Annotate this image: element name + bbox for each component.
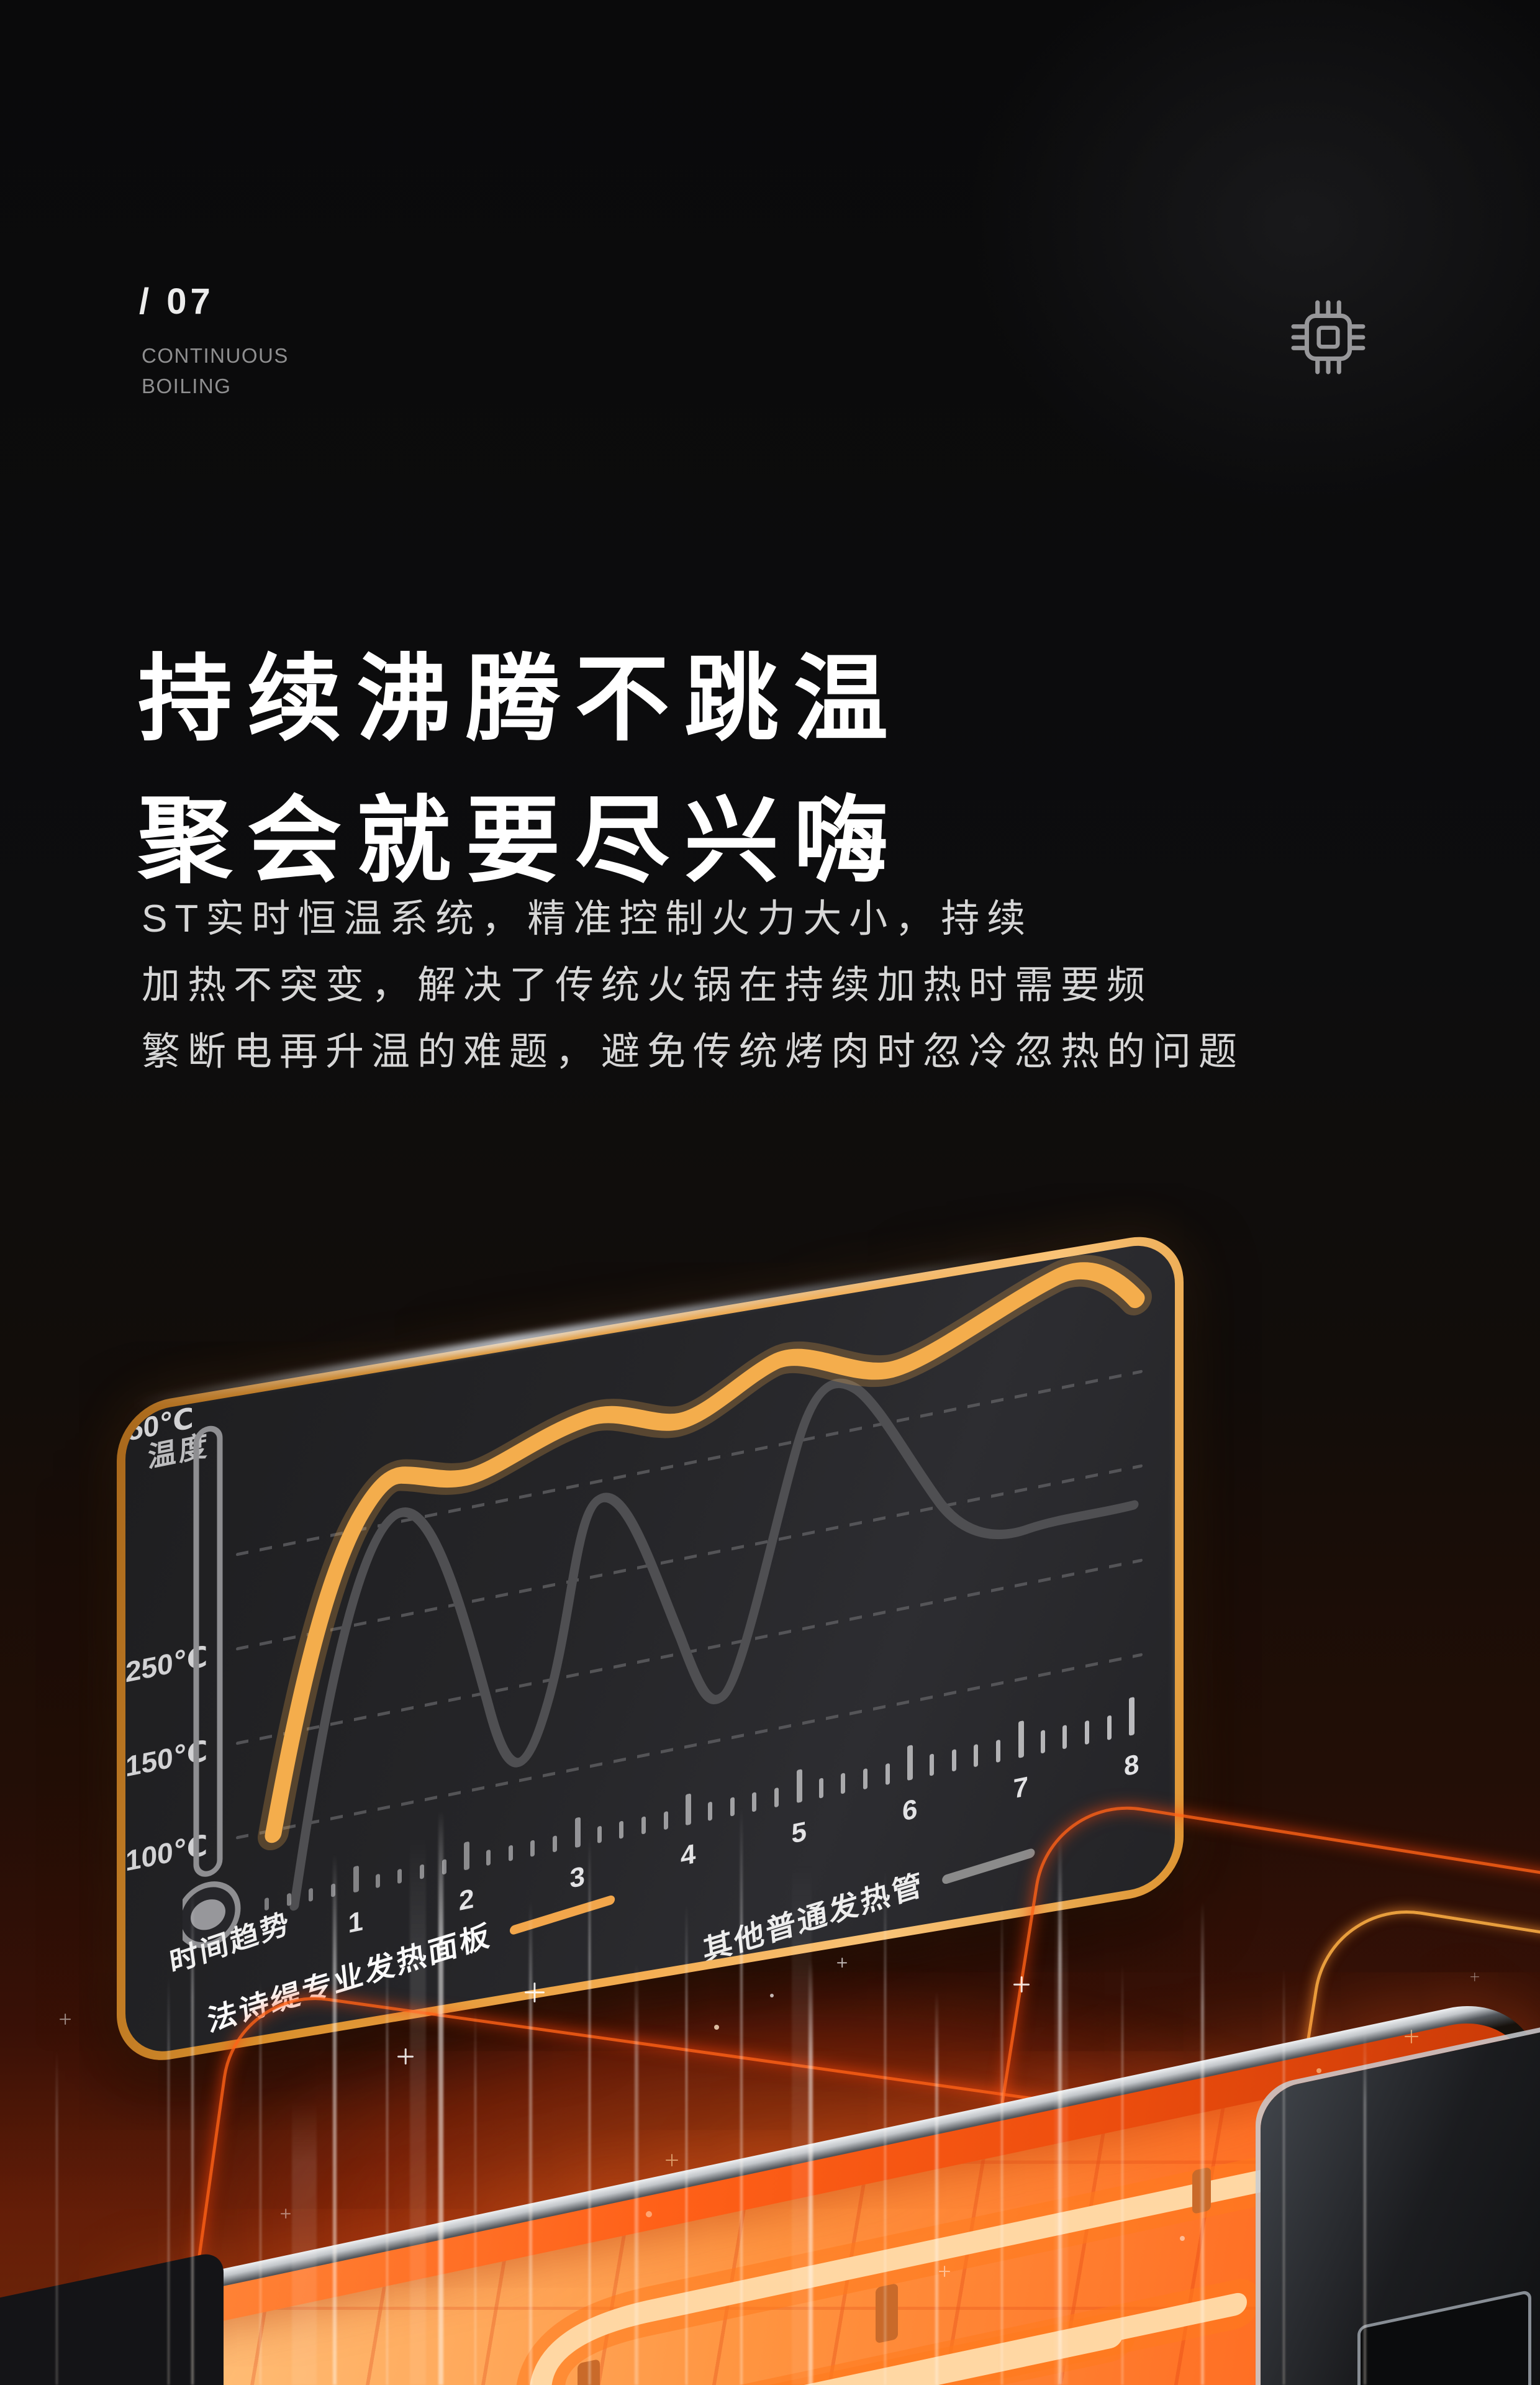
- ruler-tick-minor: [730, 1796, 735, 1817]
- temperature-chart-panel: 温度 250℃ 150℃ 100℃ 50℃: [117, 1229, 1184, 2068]
- ruler-tick-major: [907, 1745, 913, 1781]
- ruler-tick-minor: [619, 1820, 624, 1839]
- description: ST实时恒温系统，精准控制火力大小，持续 加热不突变，解决了传统火锅在持续加热时…: [142, 886, 1244, 1085]
- ruler-tick-major: [353, 1865, 359, 1893]
- ruler-tick-minor: [841, 1773, 846, 1794]
- ruler-tick-major: [1018, 1720, 1024, 1758]
- series-other-line: [289, 1378, 1139, 1911]
- ruler-tick-minor: [331, 1883, 336, 1897]
- ruler-tick-minor: [930, 1753, 934, 1776]
- desc-line2: 加热不突变，解决了传统火锅在持续加热时需要频: [142, 964, 1153, 1007]
- ruler-tick-minor: [375, 1873, 380, 1889]
- ruler-tick-minor: [309, 1888, 314, 1902]
- ruler-tick-major: [796, 1769, 802, 1804]
- ruler-tick-minor: [863, 1768, 867, 1790]
- cpu-chip-icon: [1290, 299, 1366, 375]
- ruler-tick-minor: [752, 1792, 757, 1812]
- eyebrow-text: CONTINUOUS BOILING: [142, 340, 289, 401]
- ruler-tick-minor: [974, 1743, 979, 1768]
- ruler-tick-minor: [951, 1748, 956, 1772]
- ruler-tick-major: [464, 1841, 470, 1871]
- series-pro-line: [265, 1262, 1145, 1843]
- ruler-tick-minor: [1107, 1715, 1112, 1740]
- ruler-tick-major: [574, 1817, 581, 1848]
- ruler-tick-minor: [553, 1835, 558, 1853]
- title-line2: 聚会就要尽兴嗨: [138, 788, 903, 894]
- ruler-tick-minor: [597, 1825, 602, 1844]
- chart-curves: [258, 1255, 1152, 1911]
- ruler-tick-minor: [885, 1763, 890, 1786]
- legend-other-swatch: [941, 1847, 1036, 1885]
- thermometer-icon: [175, 1417, 251, 1968]
- ruler-tick-major: [1129, 1696, 1135, 1736]
- ruler-tick-minor: [1084, 1720, 1089, 1745]
- chart-field: 温度 250℃ 150℃ 100℃ 50℃: [125, 1239, 1175, 2058]
- eyebrow-line2: BOILING: [142, 375, 232, 398]
- eyebrow-line1: CONTINUOUS: [142, 344, 289, 367]
- background-sheen: [745, 0, 1540, 745]
- ruler-tick-minor: [1062, 1724, 1067, 1750]
- ruler-tick-minor: [419, 1863, 424, 1879]
- ruler-tick-minor: [486, 1849, 491, 1866]
- desc-line1: ST实时恒温系统，精准控制火力大小，持续: [142, 897, 1033, 940]
- ruler-tick-minor: [442, 1859, 446, 1875]
- ruler-tick-minor: [530, 1840, 535, 1857]
- ruler-tick-minor: [996, 1739, 1001, 1763]
- ruler-tick-minor: [397, 1868, 402, 1884]
- ruler-tick-major: [686, 1792, 692, 1826]
- desc-line3: 繁断电再升温的难题，避免传统烤肉时忽冷忽热的问题: [142, 1030, 1245, 1073]
- page-index: / 07: [139, 281, 214, 322]
- ruler-tick-minor: [774, 1787, 779, 1808]
- ruler-tick-minor: [663, 1810, 668, 1830]
- ruler-tick-minor: [708, 1801, 712, 1821]
- page-title: 持续沸腾不跳温 聚会就要尽兴嗨: [138, 629, 903, 912]
- ruler-tick-minor: [508, 1845, 513, 1861]
- ruler-tick-minor: [818, 1777, 823, 1799]
- ruler-tick-minor: [1040, 1729, 1045, 1754]
- chart-canvas: 温度 250℃ 150℃ 100℃ 50℃: [125, 1238, 1175, 2058]
- ruler-tick-minor: [641, 1815, 646, 1835]
- title-line1: 持续沸腾不跳温: [138, 647, 903, 752]
